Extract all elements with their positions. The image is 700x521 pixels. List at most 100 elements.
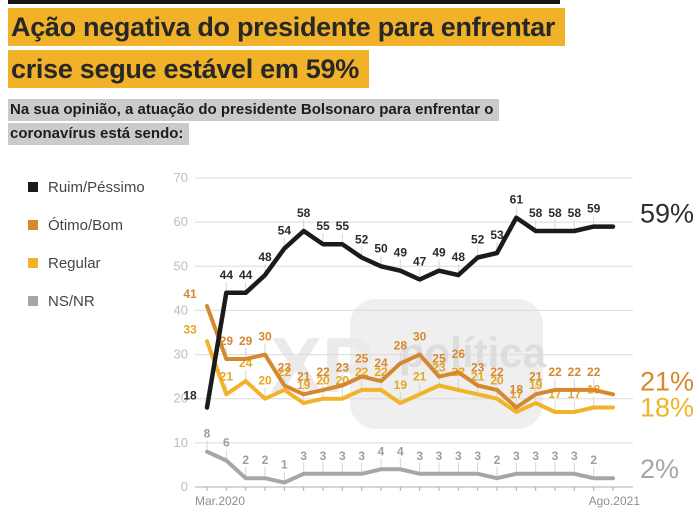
point-label-ruim-pessimo: 52 — [471, 232, 485, 246]
point-label-otimo-bom: 22 — [568, 365, 582, 379]
series-line-ruim-pessimo — [204, 215, 616, 410]
point-label-ns-nr: 2 — [590, 453, 597, 467]
point-label-regular: 21 — [413, 369, 427, 383]
point-label-ns-nr: 3 — [474, 449, 481, 463]
end-label-otimo-bom: 21% — [640, 366, 694, 396]
point-label-otimo-bom: 25 — [432, 352, 446, 366]
point-label-otimo-bom: 22 — [316, 365, 330, 379]
y-tick-label-10: 10 — [174, 435, 188, 450]
page-title: Ação negativa do presidente para enfrent… — [8, 8, 566, 92]
point-label-ruim-pessimo: 48 — [452, 250, 466, 264]
point-label-ns-nr: 2 — [494, 453, 501, 467]
point-label-otimo-bom: 23 — [471, 360, 485, 374]
point-label-ns-nr: 3 — [416, 449, 423, 463]
legend-swatch-ruim-pessimo — [28, 182, 38, 192]
point-label-ruim-pessimo: 47 — [413, 255, 427, 269]
point-label-ns-nr: 2 — [242, 453, 249, 467]
chart-subtitle: Na sua opinião, a atuação do presidente … — [8, 99, 500, 147]
legend-label-regular: Regular — [48, 254, 101, 272]
legend-item-otimo-bom: Ótimo/Bom — [28, 216, 145, 234]
point-label-otimo-bom: 30 — [258, 330, 272, 344]
point-label-ruim-pessimo: 18 — [183, 389, 197, 403]
point-label-ruim-pessimo: 50 — [374, 241, 388, 255]
y-tick-label-40: 40 — [174, 302, 188, 317]
point-label-ruim-pessimo: 44 — [220, 268, 234, 282]
point-label-otimo-bom: 18 — [510, 383, 524, 397]
series-line-otimo-bom — [205, 304, 615, 410]
legend-label-ns-nr: NS/NR — [48, 292, 95, 310]
point-label-ns-nr: 3 — [455, 449, 462, 463]
point-label-ns-nr: 3 — [358, 449, 365, 463]
chart-legend: Ruim/Péssimo Ótimo/Bom Regular NS/NR — [28, 178, 145, 330]
point-label-ns-nr: 2 — [262, 453, 269, 467]
point-label-regular: 17 — [510, 387, 524, 401]
y-tick-label-30: 30 — [174, 347, 188, 362]
point-label-ns-nr: 3 — [436, 449, 443, 463]
point-label-ruim-pessimo: 61 — [510, 193, 524, 207]
point-label-ns-nr: 3 — [552, 449, 559, 463]
legend-swatch-regular — [28, 258, 38, 268]
y-tick-label-20: 20 — [174, 391, 188, 406]
point-label-ruim-pessimo: 48 — [258, 250, 272, 264]
point-label-ruim-pessimo: 49 — [394, 246, 408, 260]
point-label-otimo-bom: 21 — [297, 369, 311, 383]
title-line-1: Ação negativa do presidente para enfrent… — [8, 8, 566, 46]
point-label-ruim-pessimo: 49 — [432, 246, 446, 260]
legend-swatch-ns-nr — [28, 296, 38, 306]
point-label-otimo-bom: 30 — [413, 330, 427, 344]
point-label-otimo-bom: 25 — [355, 352, 369, 366]
point-label-otimo-bom: 22 — [548, 365, 562, 379]
legend-label-otimo-bom: Ótimo/Bom — [48, 216, 124, 234]
point-label-regular: 20 — [258, 374, 272, 388]
x-axis-label-end: Ago.2021 — [589, 494, 641, 508]
series-line-ns-nr — [205, 449, 615, 485]
point-label-ruim-pessimo: 55 — [316, 219, 330, 233]
y-tick-label-60: 60 — [174, 214, 188, 229]
legend-item-ruim-pessimo: Ruim/Péssimo — [28, 178, 145, 196]
point-label-regular: 22 — [278, 365, 292, 379]
series-line-regular — [205, 339, 615, 414]
point-label-otimo-bom: 41 — [183, 287, 197, 301]
point-label-ns-nr: 3 — [571, 449, 578, 463]
point-label-otimo-bom: 21 — [529, 369, 543, 383]
point-label-otimo-bom: 26 — [452, 347, 466, 361]
y-tick-label-70: 70 — [174, 170, 188, 185]
point-label-ruim-pessimo: 52 — [355, 232, 369, 246]
point-label-ns-nr: 3 — [300, 449, 307, 463]
legend-swatch-otimo-bom — [28, 220, 38, 230]
point-label-regular: 19 — [394, 378, 408, 392]
point-label-otimo-bom: 22 — [587, 365, 601, 379]
point-label-otimo-bom: 24 — [374, 356, 388, 370]
y-tick-label-0: 0 — [181, 479, 188, 494]
point-label-ns-nr: 6 — [223, 436, 230, 450]
point-label-ns-nr: 3 — [320, 449, 327, 463]
end-label-ruim-pessimo: 59% — [640, 199, 694, 229]
top-rule — [8, 0, 560, 4]
point-label-ruim-pessimo: 54 — [278, 224, 292, 238]
point-label-otimo-bom: 29 — [239, 334, 253, 348]
point-label-ruim-pessimo: 59 — [587, 202, 601, 216]
x-axis-label-start: Mar.2020 — [195, 494, 245, 508]
point-label-ns-nr: 3 — [513, 449, 520, 463]
point-label-otimo-bom: 29 — [220, 334, 234, 348]
point-label-ruim-pessimo: 58 — [568, 206, 582, 220]
subtitle-line-1: Na sua opinião, a atuação do presidente … — [8, 99, 500, 121]
y-tick-label-50: 50 — [174, 258, 188, 273]
point-label-ruim-pessimo: 44 — [239, 268, 253, 282]
legend-item-regular: Regular — [28, 254, 145, 272]
point-label-ns-nr: 4 — [378, 444, 385, 458]
point-label-ns-nr: 3 — [532, 449, 539, 463]
point-label-ruim-pessimo: 58 — [529, 206, 543, 220]
point-label-ruim-pessimo: 58 — [297, 206, 311, 220]
point-label-ns-nr: 4 — [397, 444, 404, 458]
point-label-otimo-bom: 23 — [278, 360, 292, 374]
point-label-regular: 33 — [183, 322, 197, 336]
point-label-otimo-bom: 28 — [394, 338, 408, 352]
end-label-regular: 18% — [640, 393, 694, 423]
point-label-ns-nr: 1 — [281, 458, 288, 472]
end-label-ns-nr: 2% — [640, 454, 679, 484]
point-label-ns-nr: 3 — [339, 449, 346, 463]
legend-label-ruim-pessimo: Ruim/Péssimo — [48, 178, 145, 196]
